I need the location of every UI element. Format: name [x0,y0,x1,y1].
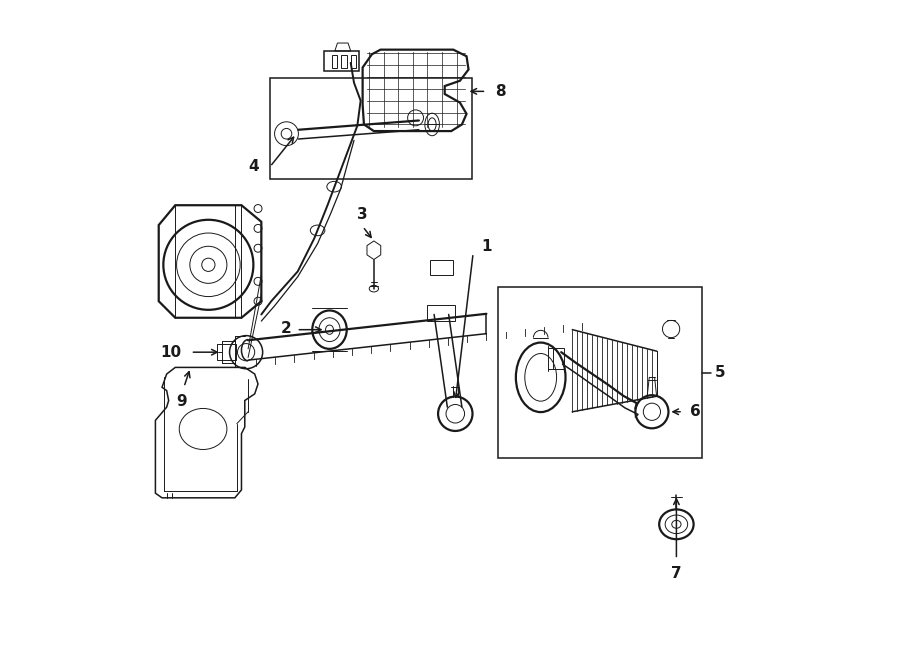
Text: 4: 4 [248,160,259,174]
Text: 5: 5 [715,365,725,380]
Text: 3: 3 [357,207,368,222]
Text: 8: 8 [495,84,506,99]
Text: 6: 6 [689,404,700,419]
Text: 1: 1 [482,239,492,254]
Text: 2: 2 [281,321,292,336]
Text: 7: 7 [671,566,681,581]
Bar [270,78,472,179]
Bar [498,287,702,458]
Text: 10: 10 [161,345,182,359]
Text: 9: 9 [176,394,187,409]
